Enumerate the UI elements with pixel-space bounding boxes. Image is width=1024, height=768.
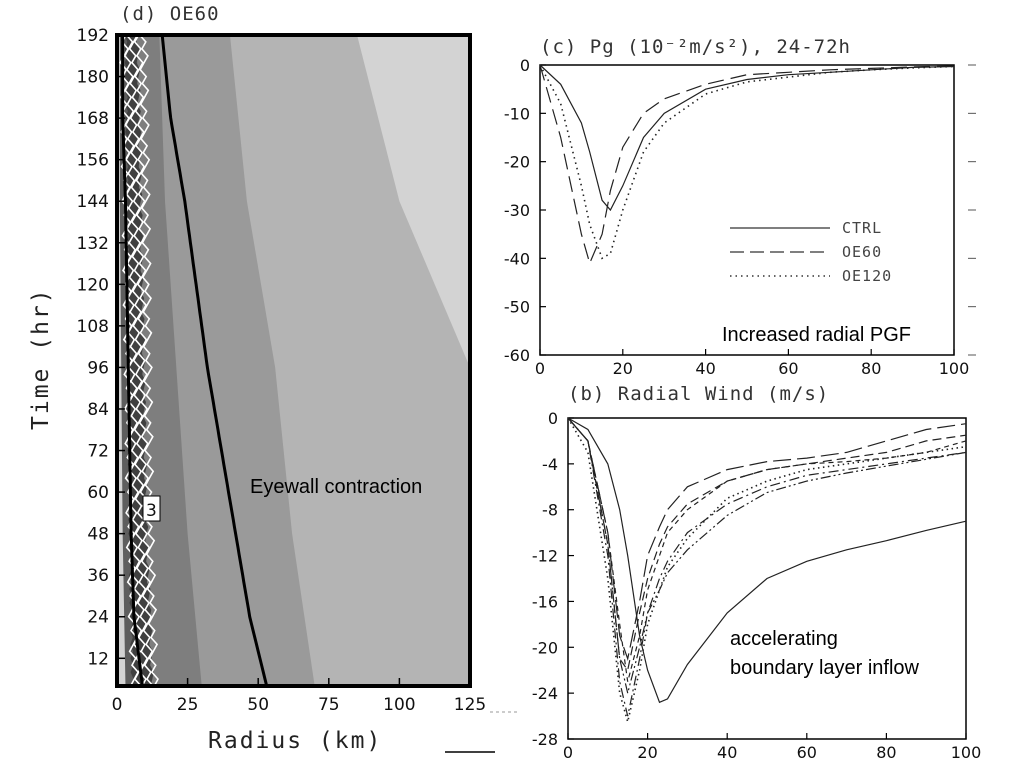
panel-d-ytick-label: 168 [77,109,109,129]
panel-d-ytick-label: 48 [87,525,109,545]
panel-d-ytick-label: 96 [87,358,109,378]
thick-contour-inner-radius [121,35,144,687]
panel-b-ytick-label: -12 [532,547,558,566]
panel-b-series-6 [567,417,967,694]
panel-d-frame [115,33,472,688]
panel-d-ytick-label: 192 [77,26,109,46]
panel-d-xtick-label: 125 [454,695,486,715]
svg-text:3: 3 [146,501,157,521]
panel-c-ticks: 0 20 40 60 80 100 0 -10 -20 -30 -40 -50 -60 [504,56,969,378]
panel-d-ytick-label: 24 [87,608,109,628]
panel-d-ytick-label: 72 [87,442,109,462]
inflow-annotation-line1: accelerating [730,628,838,650]
panel-c-ytick-label: -10 [504,104,530,123]
panel-b-series-1 [567,417,967,704]
panel-b-series-4 [567,417,967,717]
panel-d-y-ticks: 12 24 36 48 60 72 84 96 108 120 132 144 156 168 180 192 [77,26,125,669]
panel-d-ytick-label: 120 [77,275,109,295]
panel-c-ytick-label: -40 [504,249,530,268]
panel-d-xtick-label: 25 [177,695,199,715]
white-contour-4 [133,34,154,687]
panel-c-xtick-label: 40 [695,359,715,378]
panel-c-right-ticks [968,64,976,356]
panel-c-legend: CTRL OE60 OE120 [730,219,892,285]
panel-c-ytick-label: 0 [520,56,530,75]
panel-b-ytick-label: 0 [548,409,558,428]
panel-b-ytick-label: -8 [542,501,558,520]
panel-d-x-ticks: 0 25 50 75 100 125 [112,678,486,715]
panel-d-ytick-label: 144 [77,192,109,212]
panel-c: (c) Pg (10⁻²m/s²), 24-72h 0 20 40 60 80 1000-… [504,36,976,378]
shade-outer-light [357,35,470,368]
panel-c-frame [539,64,955,356]
panel-c-xtick-label: 100 [939,359,970,378]
panel-d-ytick-label: 108 [77,317,109,337]
panel-c-ytick-label: -50 [504,298,530,317]
panel-b-ytick-label: -4 [542,455,558,474]
panel-d-ytick-label: 132 [77,234,109,254]
panel-d-xtick-label: 100 [383,695,415,715]
white-contour-5 [139,34,159,687]
panel-d-xtick-label: 75 [318,695,340,715]
panel-b-xtick-label: 80 [876,743,896,762]
panel-c-series-ctrl [539,64,955,212]
eyewall-annotation: Eyewall contraction [250,476,422,498]
panel-d-ytick-label: 180 [77,68,109,88]
panel-d-ylabel: Time (hr) [28,287,54,430]
panel-d-contours [119,34,269,687]
panel-b-ytick-label: -24 [532,684,558,703]
panel-d: (d) OE60 0 25 50 75 100 125 12243648607284961… [28,3,520,754]
panel-b-ytick-label: -16 [532,592,558,611]
panel-d-ytick-label: 156 [77,151,109,171]
panel-b-xtick-label: 100 [951,743,982,762]
panel-b-ytick-label: -28 [532,730,558,749]
legend-ctrl: CTRL [842,219,882,237]
panel-c-ytick-label: -20 [504,153,530,172]
panel-b-title: (b) Radial Wind (m/s) [568,383,829,405]
panel-d-xlabel: Radius (km) [208,728,382,754]
panel-b-xtick-label: 20 [637,743,657,762]
panel-b-series-7 [567,417,967,682]
panel-c-title: (c) Pg (10⁻²m/s²), 24-72h [540,36,851,58]
panel-d-xtick-label: 0 [112,695,123,715]
panel-c-xtick-label: 60 [778,359,798,378]
panel-b-series [567,417,967,723]
panel-c-xtick-label: 20 [613,359,633,378]
thick-contour-outer-radius [160,34,269,687]
panel-c-ytick-label: -60 [504,346,530,365]
contour-label-3: 3 [142,495,161,522]
panel-c-xtick-label: 0 [535,359,545,378]
panel-b-xtick-label: 60 [797,743,817,762]
white-contour-3 [128,34,149,687]
panel-b: (b) Radial Wind (m/s) 0 20 40 60 80 100 0 -4 -8 -… [532,383,981,762]
panel-b-xtick-label: 40 [717,743,737,762]
panel-b-series-2 [567,417,967,662]
pgf-annotation: Increased radial PGF [722,324,911,346]
legend-oe60: OE60 [842,243,882,261]
panel-d-ytick-label: 36 [87,566,109,586]
panel-c-xtick-label: 80 [861,359,881,378]
panel-c-ytick-label: -30 [504,201,530,220]
panel-c-series-oe60 [539,64,955,265]
panel-b-xtick-label: 0 [563,743,573,762]
shade-eye [117,35,126,686]
panel-d-title: (d) OE60 [120,3,220,25]
panel-d-ytick-label: 84 [87,400,109,420]
inflow-annotation-line2: boundary layer inflow [730,657,920,679]
panel-d-shading [117,35,470,686]
panel-d-xtick-label: 50 [247,695,269,715]
panel-b-ytick-label: -20 [532,638,558,657]
legend-oe120: OE120 [842,267,892,285]
panel-c-series [539,64,955,265]
panel-d-ytick-label: 12 [87,649,109,669]
panel-d-ytick-label: 60 [87,483,109,503]
